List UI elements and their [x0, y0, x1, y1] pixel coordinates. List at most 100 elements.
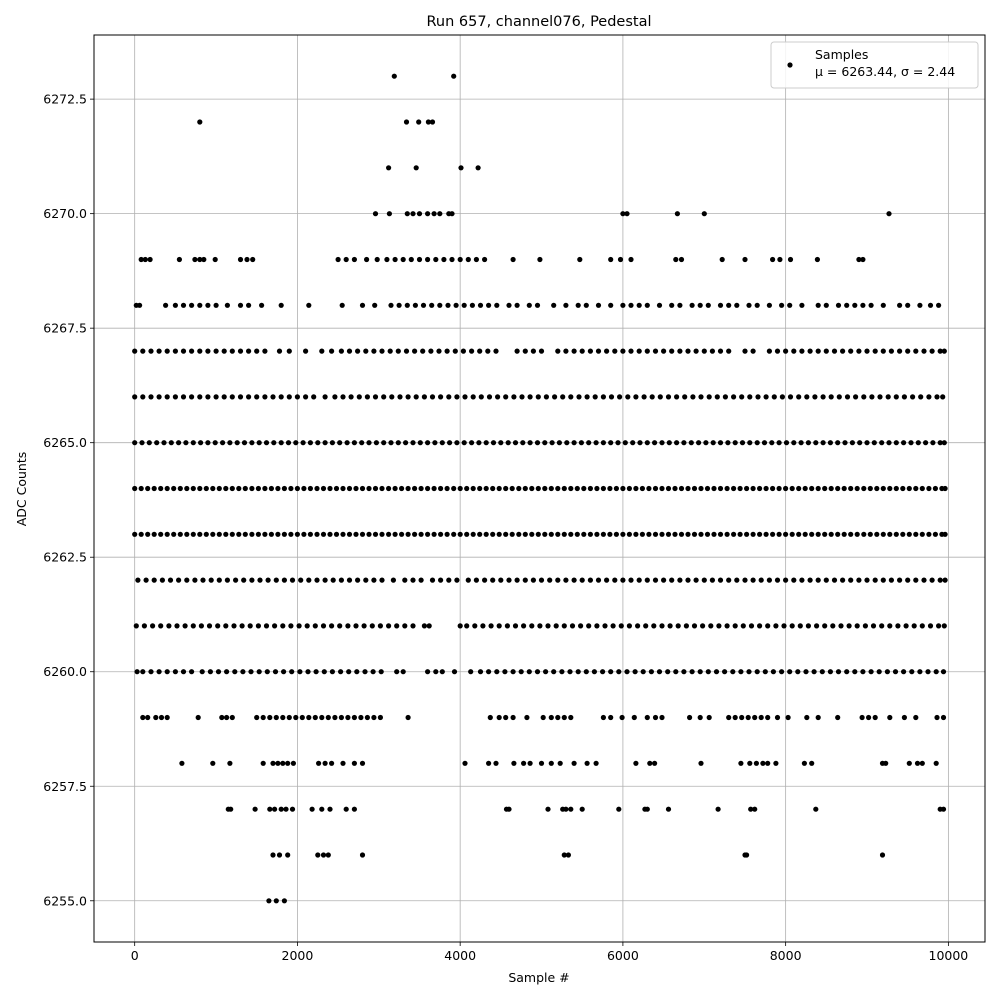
data-point [652, 348, 659, 354]
data-point [522, 348, 528, 354]
data-point [548, 760, 554, 766]
data-point [887, 714, 893, 721]
data-point [608, 302, 614, 308]
data-point [281, 485, 287, 492]
data-point [571, 760, 577, 766]
data-point [229, 348, 235, 354]
data-point [620, 485, 626, 492]
data-point [748, 623, 755, 629]
data-point [567, 669, 573, 675]
data-point [608, 394, 615, 400]
data-point [306, 714, 312, 721]
data-point [639, 531, 646, 537]
data-point [142, 256, 148, 263]
data-point [822, 623, 828, 629]
data-point [604, 577, 610, 583]
data-point [856, 348, 862, 354]
data-point [462, 760, 468, 766]
data-point [859, 714, 865, 721]
data-point [659, 714, 665, 721]
data-point [537, 256, 543, 263]
data-point [289, 669, 295, 675]
data-point [781, 623, 787, 629]
data-point [172, 302, 178, 308]
data-point [370, 669, 376, 675]
data-point [338, 348, 344, 354]
data-point [787, 669, 793, 675]
data-point [431, 485, 437, 492]
data-point [652, 760, 658, 766]
data-point [696, 440, 702, 446]
data-point [867, 531, 873, 537]
data-point [344, 440, 350, 446]
data-point [362, 669, 368, 675]
data-point [593, 440, 599, 446]
data-point [340, 531, 346, 537]
data-point [936, 623, 942, 629]
data-point [600, 531, 607, 537]
data-point [268, 485, 274, 492]
data-point [301, 485, 307, 492]
data-point [779, 394, 786, 400]
data-point [883, 760, 889, 766]
data-point [377, 623, 383, 629]
data-point [913, 531, 919, 537]
data-point [314, 531, 320, 537]
data-point [498, 440, 504, 446]
data-point [177, 485, 183, 492]
data-point [697, 302, 703, 308]
data-point [205, 440, 211, 446]
data-point [734, 577, 740, 583]
data-point [150, 623, 156, 629]
data-point [856, 256, 862, 263]
data-point [309, 806, 315, 812]
data-point [351, 806, 357, 812]
data-point [257, 577, 263, 583]
data-point [691, 485, 698, 492]
data-point [633, 531, 639, 537]
data-point [418, 485, 424, 492]
data-point [732, 440, 738, 446]
data-point [773, 760, 779, 766]
data-point [753, 760, 760, 766]
data-point [763, 485, 769, 492]
data-point [255, 623, 261, 629]
data-point [184, 485, 190, 492]
data-point [325, 852, 331, 858]
data-point [600, 714, 607, 721]
data-point [207, 669, 213, 675]
data-point [776, 485, 782, 492]
data-point [340, 485, 346, 492]
data-point [724, 485, 730, 492]
data-point [932, 531, 939, 537]
data-point [575, 302, 581, 308]
data-point [164, 348, 170, 354]
data-point [685, 485, 691, 492]
data-point [739, 440, 746, 446]
data-point [880, 302, 886, 308]
data-point [620, 577, 626, 583]
data-point [774, 348, 781, 354]
data-point [469, 302, 475, 308]
data-point [823, 348, 829, 354]
data-point [219, 714, 225, 721]
data-point [669, 348, 675, 354]
data-point [156, 394, 162, 400]
data-point [421, 394, 427, 400]
data-point [745, 714, 751, 721]
data-point [906, 760, 912, 766]
data-point [934, 714, 940, 721]
data-point [669, 577, 675, 583]
data-point [581, 531, 587, 537]
data-point [913, 348, 919, 354]
data-point [713, 669, 720, 675]
data-point [203, 485, 209, 492]
data-point [819, 669, 825, 675]
data-point [813, 806, 819, 812]
data-point [438, 531, 444, 537]
data-point [738, 669, 744, 675]
data-point [697, 669, 703, 675]
data-point [332, 714, 338, 721]
data-point [659, 623, 665, 629]
data-point [138, 485, 144, 492]
